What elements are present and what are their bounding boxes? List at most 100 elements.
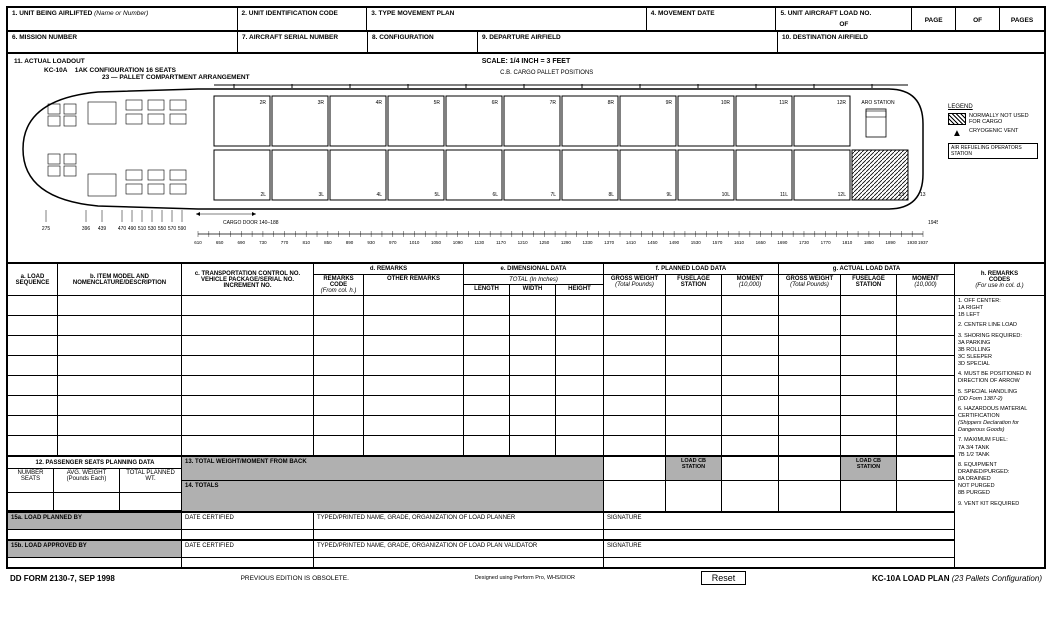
table-cell[interactable] — [364, 296, 464, 315]
table-cell[interactable] — [314, 336, 364, 355]
table-cell[interactable] — [510, 376, 556, 395]
table-cell[interactable] — [182, 336, 314, 355]
table-cell[interactable] — [58, 416, 182, 435]
table-cell[interactable] — [779, 336, 841, 355]
table-cell[interactable] — [58, 296, 182, 315]
table-cell[interactable] — [666, 296, 722, 315]
table-cell[interactable] — [556, 436, 604, 455]
table-cell[interactable] — [722, 296, 779, 315]
table-cell[interactable] — [364, 336, 464, 355]
table-cell[interactable] — [604, 416, 666, 435]
table-cell[interactable] — [464, 416, 510, 435]
field-unit-airlifted[interactable]: 1. UNIT BEING AIRLIFTED (Name or Number) — [8, 8, 238, 30]
table-cell[interactable] — [182, 436, 314, 455]
table-cell[interactable] — [364, 316, 464, 335]
table-cell[interactable] — [314, 316, 364, 335]
table-cell[interactable] — [314, 356, 364, 375]
table-cell[interactable] — [722, 376, 779, 395]
table-cell[interactable] — [556, 356, 604, 375]
field-departure-airfield[interactable]: 9. DEPARTURE AIRFIELD — [478, 32, 778, 52]
table-cell[interactable] — [314, 396, 364, 415]
table-cell[interactable] — [604, 376, 666, 395]
table-cell[interactable] — [8, 296, 58, 315]
table-cell[interactable] — [841, 376, 897, 395]
table-cell[interactable] — [666, 396, 722, 415]
table-cell[interactable] — [897, 336, 954, 355]
table-cell[interactable] — [722, 396, 779, 415]
table-cell[interactable] — [510, 396, 556, 415]
table-cell[interactable] — [58, 436, 182, 455]
table-cell[interactable] — [58, 356, 182, 375]
table-cell[interactable] — [364, 376, 464, 395]
field-pages[interactable]: PAGES — [1000, 8, 1044, 30]
field-unit-id-code[interactable]: 2. UNIT IDENTIFICATION CODE — [238, 8, 368, 30]
field-page[interactable]: PAGE — [912, 8, 956, 30]
table-cell[interactable] — [464, 296, 510, 315]
table-cell[interactable] — [464, 376, 510, 395]
table-cell[interactable] — [314, 296, 364, 315]
table-cell[interactable] — [464, 336, 510, 355]
table-cell[interactable] — [666, 336, 722, 355]
table-cell[interactable] — [897, 356, 954, 375]
table-cell[interactable] — [364, 436, 464, 455]
table-cell[interactable] — [510, 316, 556, 335]
table-cell[interactable] — [897, 416, 954, 435]
table-cell[interactable] — [364, 396, 464, 415]
table-cell[interactable] — [314, 416, 364, 435]
table-cell[interactable] — [841, 396, 897, 415]
table-cell[interactable] — [722, 356, 779, 375]
table-cell[interactable] — [510, 336, 556, 355]
table-cell[interactable] — [841, 316, 897, 335]
table-cell[interactable] — [722, 316, 779, 335]
table-cell[interactable] — [604, 436, 666, 455]
field-movement-date[interactable]: 4. MOVEMENT DATE — [647, 8, 777, 30]
table-cell[interactable] — [841, 436, 897, 455]
table-cell[interactable] — [58, 376, 182, 395]
table-cell[interactable] — [779, 316, 841, 335]
table-cell[interactable] — [604, 356, 666, 375]
table-cell[interactable] — [897, 436, 954, 455]
table-cell[interactable] — [556, 336, 604, 355]
table-cell[interactable] — [556, 376, 604, 395]
table-cell[interactable] — [556, 416, 604, 435]
field-destination-airfield[interactable]: 10. DESTINATION AIRFIELD — [778, 32, 1044, 52]
table-cell[interactable] — [464, 436, 510, 455]
table-cell[interactable] — [364, 416, 464, 435]
table-cell[interactable] — [510, 296, 556, 315]
table-cell[interactable] — [510, 436, 556, 455]
table-cell[interactable] — [182, 356, 314, 375]
table-cell[interactable] — [8, 416, 58, 435]
table-cell[interactable] — [58, 316, 182, 335]
table-cell[interactable] — [897, 316, 954, 335]
table-cell[interactable] — [779, 436, 841, 455]
table-cell[interactable] — [722, 416, 779, 435]
table-cell[interactable] — [182, 416, 314, 435]
table-cell[interactable] — [464, 316, 510, 335]
table-cell[interactable] — [779, 296, 841, 315]
field-aircraft-serial[interactable]: 7. AIRCRAFT SERIAL NUMBER — [238, 32, 368, 52]
table-cell[interactable] — [8, 356, 58, 375]
table-cell[interactable] — [58, 396, 182, 415]
table-cell[interactable] — [464, 356, 510, 375]
table-cell[interactable] — [666, 356, 722, 375]
table-cell[interactable] — [666, 416, 722, 435]
table-cell[interactable] — [666, 436, 722, 455]
table-cell[interactable] — [604, 336, 666, 355]
table-cell[interactable] — [182, 396, 314, 415]
field-of[interactable]: OF — [956, 8, 1000, 30]
table-cell[interactable] — [841, 356, 897, 375]
table-cell[interactable] — [841, 416, 897, 435]
table-cell[interactable] — [666, 376, 722, 395]
table-cell[interactable] — [666, 316, 722, 335]
table-cell[interactable] — [556, 296, 604, 315]
reset-button[interactable]: Reset — [701, 571, 747, 585]
table-cell[interactable] — [897, 296, 954, 315]
field-mission-number[interactable]: 6. MISSION NUMBER — [8, 32, 238, 52]
table-cell[interactable] — [841, 336, 897, 355]
table-cell[interactable] — [510, 356, 556, 375]
table-cell[interactable] — [8, 316, 58, 335]
field-configuration[interactable]: 8. CONFIGURATION — [368, 32, 478, 52]
table-cell[interactable] — [779, 376, 841, 395]
table-cell[interactable] — [364, 356, 464, 375]
table-cell[interactable] — [8, 396, 58, 415]
